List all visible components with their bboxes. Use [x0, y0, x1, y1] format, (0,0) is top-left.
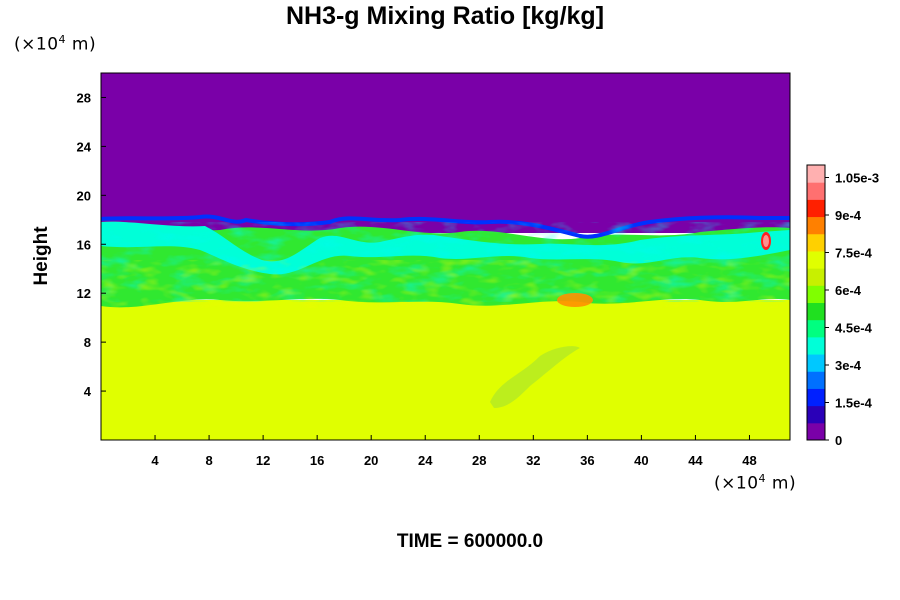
y-tick-label: 4	[84, 384, 92, 399]
x-tick-label: 8	[205, 453, 212, 468]
x-tick-label: 24	[418, 453, 433, 468]
x-tick-label: 40	[634, 453, 648, 468]
chart-title: NH3-g Mixing Ratio [kg/kg]	[285, 2, 605, 30]
colorbar-tick-label: 4.5e-4	[835, 321, 873, 336]
y-tick-label: 28	[77, 90, 91, 105]
x-tick-label: 4	[151, 453, 159, 468]
colorbar-tick-label: 0	[835, 433, 842, 448]
x-tick-label: 32	[526, 453, 540, 468]
x-tick-label: 16	[310, 453, 324, 468]
x-tick-label: 48	[742, 453, 756, 468]
x-tick-label: 28	[472, 453, 486, 468]
colorbar-tick-label: 9e-4	[835, 208, 862, 223]
colorbar-segment	[807, 405, 825, 424]
x-tick-label: 36	[580, 453, 594, 468]
colorbar-segment	[807, 182, 825, 200]
x-axis-unit: (×104 m)	[714, 472, 797, 494]
colorbar-tick-label: 6e-4	[835, 283, 862, 298]
upper-region	[101, 73, 790, 233]
y-tick-label: 20	[77, 188, 91, 203]
orange-spot	[557, 293, 593, 307]
y-axis-unit: (×104 m)	[14, 33, 97, 55]
x-tick-label: 12	[256, 453, 270, 468]
colorbar-tick-label: 7.5e-4	[835, 246, 873, 261]
colorbar-segment	[807, 422, 825, 441]
colorbar-segment	[807, 354, 825, 372]
x-axis-ticks: 4 8 12 16 20 24 28 32 36 40 44 48	[151, 435, 757, 468]
colorbar-segment	[807, 336, 825, 355]
y-tick-label: 24	[77, 139, 92, 154]
y-tick-label: 12	[77, 286, 91, 301]
colorbar-segment	[807, 319, 825, 338]
heatmap-field	[101, 73, 790, 440]
colorbar-segment	[807, 165, 825, 183]
colorbar-tick-label: 1.5e-4	[835, 396, 873, 411]
colorbar-segment	[807, 233, 825, 252]
y-tick-label: 8	[84, 335, 91, 350]
plot-frame	[100, 72, 791, 441]
lower-plume	[490, 346, 580, 408]
y-axis-ticks: 4 8 12 16 20 24 28	[77, 90, 106, 399]
y-tick-label: 16	[77, 237, 91, 252]
colorbar-segment	[807, 302, 825, 321]
colorbar-tick-label: 1.05e-3	[835, 171, 879, 186]
colorbar-segment	[807, 268, 825, 286]
colorbar-frame	[806, 164, 826, 441]
x-tick-label: 44	[688, 453, 703, 468]
time-label: TIME = 600000.0	[396, 531, 544, 552]
colorbar-segment	[807, 199, 825, 218]
colorbar-segment	[807, 250, 825, 269]
colorbar-segment	[807, 285, 825, 303]
colorbar: 0 1.5e-4 3e-4 4.5e-4 6e-4 7.5e-4 9e-4 1.05e-3	[806, 164, 879, 448]
colorbar-tick-label: 3e-4	[835, 358, 862, 373]
x-tick-label: 20	[364, 453, 378, 468]
colorbar-segment	[807, 388, 825, 407]
lower-region	[101, 300, 790, 440]
colorbar-segment	[807, 216, 825, 235]
colorbar-segment	[807, 371, 825, 389]
